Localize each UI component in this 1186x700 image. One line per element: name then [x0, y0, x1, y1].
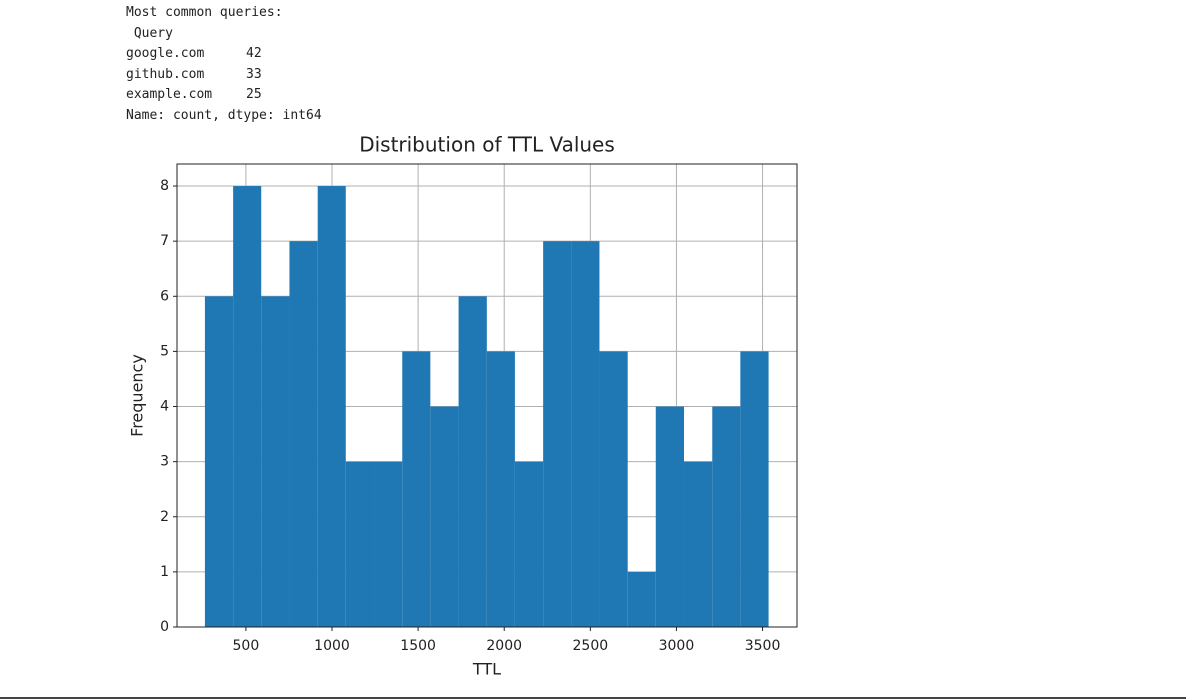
output-footer: Name: count, dtype: int64 — [126, 107, 322, 123]
bar — [655, 406, 685, 627]
output-line: github.com 33 — [126, 65, 322, 86]
chart-title: Distribution of TTL Values — [359, 133, 615, 157]
bar — [599, 351, 628, 627]
x-tick-label: 3000 — [659, 638, 695, 654]
bar — [261, 296, 290, 627]
row-label: github.com — [126, 66, 205, 82]
bar — [317, 186, 346, 628]
bar — [289, 241, 318, 627]
output-line: Query — [126, 24, 322, 45]
y-axis-label: Frequency — [128, 354, 147, 437]
row-value: 42 — [246, 46, 262, 61]
x-tick-label: 2000 — [486, 638, 522, 654]
bar — [684, 461, 713, 627]
y-tick-label: 4 — [160, 399, 169, 415]
output-line: Name: count, dtype: int64 — [126, 106, 322, 127]
y-tick-label: 2 — [160, 509, 169, 525]
y-tick-label: 0 — [160, 619, 169, 635]
row-label: example.com — [126, 87, 213, 102]
x-tick-label: 500 — [233, 638, 260, 654]
bar — [543, 241, 572, 627]
bar — [712, 406, 741, 627]
x-tick-label: 2500 — [573, 638, 609, 654]
bar — [374, 461, 403, 627]
bar — [345, 461, 375, 627]
bar — [740, 351, 769, 627]
x-axis-label: TTL — [472, 660, 501, 679]
row-label: google.com — [126, 46, 205, 61]
output-heading: Most common queries: — [126, 5, 283, 20]
row-value: 25 — [246, 87, 262, 102]
y-tick-label: 8 — [160, 178, 169, 194]
bar — [430, 406, 459, 627]
bar — [402, 351, 431, 627]
y-tick-label: 6 — [160, 288, 169, 304]
row-value: 33 — [246, 66, 262, 82]
x-tick-label: 1000 — [314, 638, 350, 654]
y-tick-label: 3 — [160, 454, 169, 470]
y-tick-label: 5 — [160, 343, 169, 359]
bar — [571, 241, 600, 627]
y-tick-label: 1 — [160, 564, 169, 580]
text-output: Most common queries: Query google.com 42 gi… — [126, 3, 322, 126]
output-line: google.com 42 — [126, 44, 322, 65]
bar — [233, 186, 262, 628]
x-tick-label: 1500 — [400, 638, 436, 654]
axes-frame — [176, 163, 798, 628]
index-name: Query — [126, 25, 173, 41]
bar — [486, 351, 515, 627]
bar — [458, 296, 487, 627]
output-line: Most common queries: — [126, 3, 322, 24]
x-tick-label: 3500 — [745, 638, 781, 654]
bar — [204, 296, 234, 627]
output-line: example.com 25 — [126, 85, 322, 106]
bar — [627, 571, 656, 627]
y-tick-label: 7 — [160, 233, 169, 249]
bar — [514, 461, 544, 627]
